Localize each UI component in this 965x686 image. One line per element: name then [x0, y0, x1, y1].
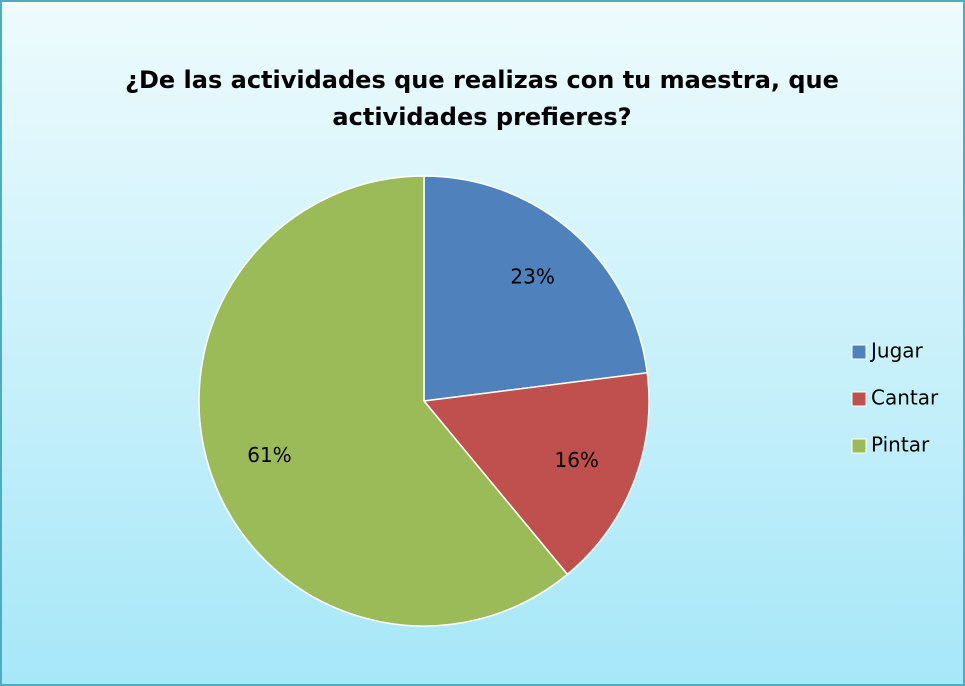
legend-swatch — [851, 438, 867, 454]
legend-label: Pintar — [871, 433, 930, 457]
data-label: 23% — [510, 264, 554, 288]
legend-label: Jugar — [869, 339, 924, 363]
pie-slice — [423, 175, 649, 402]
data-label: 61% — [247, 443, 291, 467]
pie-slice — [422, 371, 650, 576]
legend-swatch — [851, 391, 867, 407]
legend-swatch — [851, 344, 867, 360]
data-label: 16% — [554, 448, 598, 472]
chart-title: ¿De las actividades que realizas con tu … — [125, 66, 839, 131]
legend-label: Cantar — [871, 386, 939, 410]
pie-slice — [198, 175, 569, 627]
